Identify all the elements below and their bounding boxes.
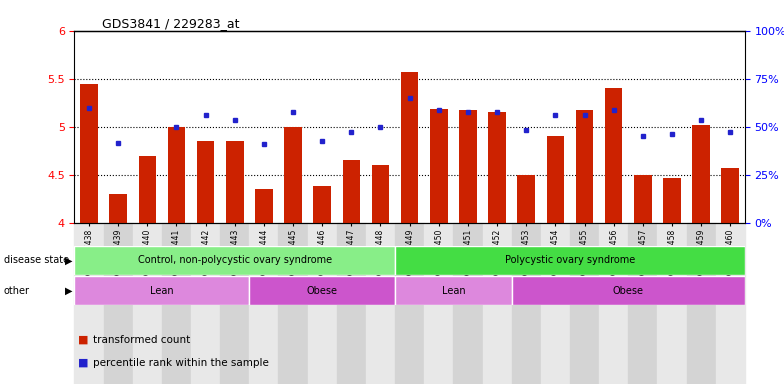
- Bar: [575, 111, 593, 223]
- Bar: [74, 276, 249, 305]
- Bar: [488, 112, 506, 223]
- Bar: [570, 223, 599, 384]
- Bar: [249, 276, 395, 305]
- Bar: [314, 186, 331, 223]
- Bar: [482, 223, 512, 384]
- Bar: [716, 223, 745, 384]
- Bar: [453, 223, 482, 384]
- Bar: [132, 223, 162, 384]
- Bar: [721, 168, 739, 223]
- Bar: [226, 141, 244, 223]
- Bar: [285, 127, 302, 223]
- Text: disease state: disease state: [4, 255, 69, 265]
- Bar: [110, 194, 127, 223]
- Bar: [512, 276, 745, 305]
- Bar: [541, 223, 570, 384]
- Bar: [278, 223, 307, 384]
- Bar: [395, 246, 745, 275]
- Text: Control, non-polycystic ovary syndrome: Control, non-polycystic ovary syndrome: [138, 255, 332, 265]
- Bar: [220, 223, 249, 384]
- Bar: [307, 223, 337, 384]
- Text: ■: ■: [78, 358, 89, 368]
- Text: ▶: ▶: [64, 286, 72, 296]
- Bar: [395, 223, 424, 384]
- Bar: [692, 125, 710, 223]
- Text: Lean: Lean: [441, 286, 465, 296]
- Bar: [605, 88, 622, 223]
- Bar: [401, 72, 419, 223]
- Bar: [663, 178, 681, 223]
- Bar: [103, 223, 132, 384]
- Bar: [337, 223, 366, 384]
- Bar: [74, 246, 395, 275]
- Bar: [517, 175, 535, 223]
- Bar: [168, 127, 185, 223]
- Bar: [634, 175, 652, 223]
- Text: Obese: Obese: [613, 286, 644, 296]
- Bar: [395, 276, 512, 305]
- Bar: [343, 161, 360, 223]
- Bar: [197, 141, 214, 223]
- Text: ■: ■: [78, 335, 89, 345]
- Bar: [424, 223, 453, 384]
- Bar: [80, 84, 98, 223]
- Bar: [372, 165, 389, 223]
- Bar: [74, 223, 103, 384]
- Bar: [191, 223, 220, 384]
- Bar: [162, 223, 191, 384]
- Text: Lean: Lean: [150, 286, 174, 296]
- Bar: [546, 136, 564, 223]
- Bar: [366, 223, 395, 384]
- Bar: [249, 223, 278, 384]
- Bar: [512, 223, 541, 384]
- Text: other: other: [4, 286, 30, 296]
- Text: Obese: Obese: [307, 286, 338, 296]
- Text: GDS3841 / 229283_at: GDS3841 / 229283_at: [102, 17, 239, 30]
- Bar: [599, 223, 628, 384]
- Bar: [657, 223, 687, 384]
- Bar: [139, 156, 156, 223]
- Bar: [628, 223, 657, 384]
- Bar: [430, 109, 448, 223]
- Text: Polycystic ovary syndrome: Polycystic ovary syndrome: [505, 255, 635, 265]
- Bar: [687, 223, 716, 384]
- Text: ▶: ▶: [64, 255, 72, 265]
- Text: transformed count: transformed count: [93, 335, 190, 345]
- Text: percentile rank within the sample: percentile rank within the sample: [93, 358, 268, 368]
- Bar: [255, 189, 273, 223]
- Bar: [459, 111, 477, 223]
